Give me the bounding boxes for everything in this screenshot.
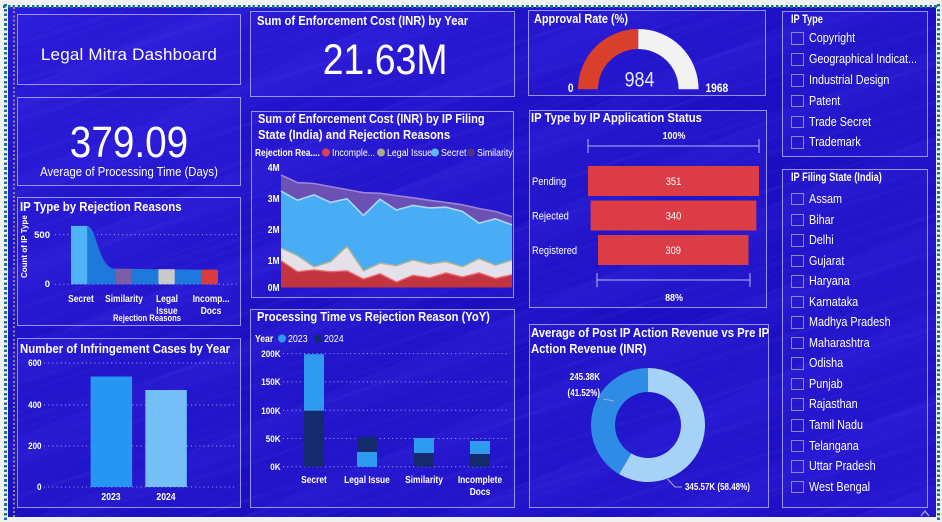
svg-text:Average of Post IP Action Reve: Average of Post IP Action Revenue vs Pre… xyxy=(531,325,769,340)
svg-text:200K: 200K xyxy=(261,348,281,359)
svg-text:Secret: Secret xyxy=(301,474,327,486)
svg-text:351: 351 xyxy=(666,176,682,188)
svg-text:2M: 2M xyxy=(268,224,280,235)
svg-text:1M: 1M xyxy=(268,255,280,266)
svg-text:0: 0 xyxy=(45,279,50,290)
svg-text:Registered: Registered xyxy=(532,245,577,257)
svg-text:600: 600 xyxy=(28,357,42,368)
svg-text:Legal: Legal xyxy=(156,293,178,305)
svg-text:Sum of Enforcement Cost (INR): Sum of Enforcement Cost (INR) by IP Fili… xyxy=(258,111,485,126)
svg-text:Rejection Rea....: Rejection Rea.... xyxy=(255,147,320,159)
svg-text:200: 200 xyxy=(28,440,42,451)
svg-text:Secret: Secret xyxy=(68,293,94,305)
svg-text:Incomple...: Incomple... xyxy=(332,147,375,159)
svg-text:State (India) and Rejection Re: State (India) and Rejection Reasons xyxy=(258,127,450,142)
svg-text:Issue: Issue xyxy=(156,305,177,317)
svg-text:500: 500 xyxy=(34,230,50,241)
svg-text:Incomplete: Incomplete xyxy=(458,474,502,486)
svg-text:88%: 88% xyxy=(665,292,683,304)
svg-text:Year: Year xyxy=(255,333,273,345)
svg-text:984: 984 xyxy=(625,68,655,92)
svg-text:2024: 2024 xyxy=(156,491,176,503)
svg-text:245.38K: 245.38K xyxy=(570,371,601,382)
svg-text:IP Type by Rejection Reasons: IP Type by Rejection Reasons xyxy=(20,199,182,214)
svg-text:0K: 0K xyxy=(270,461,281,472)
svg-text:Count of IP Type: Count of IP Type xyxy=(20,215,29,278)
svg-text:345.57K (58.48%): 345.57K (58.48%) xyxy=(685,481,750,492)
svg-text:Pending: Pending xyxy=(532,176,567,188)
svg-text:3M: 3M xyxy=(268,193,280,204)
svg-text:340: 340 xyxy=(666,211,682,223)
svg-text:4M: 4M xyxy=(268,162,280,173)
svg-text:1968: 1968 xyxy=(706,82,729,95)
svg-text:Docs: Docs xyxy=(470,486,491,498)
svg-text:Docs: Docs xyxy=(201,305,222,317)
svg-text:Incomp...: Incomp... xyxy=(193,293,230,305)
svg-text:Rejection Reasons: Rejection Reasons xyxy=(113,312,181,323)
svg-text:0: 0 xyxy=(37,481,42,492)
svg-text:Action Revenue (INR): Action Revenue (INR) xyxy=(531,341,647,356)
svg-text:50K: 50K xyxy=(266,433,281,444)
svg-text:Similarity: Similarity xyxy=(477,147,513,159)
svg-text:0M: 0M xyxy=(268,282,280,293)
svg-text:Number of Infringement Cases b: Number of Infringement Cases by Year xyxy=(20,341,230,356)
svg-text:100K: 100K xyxy=(261,405,281,416)
svg-text:2024: 2024 xyxy=(324,333,344,345)
svg-text:2023: 2023 xyxy=(101,491,120,503)
svg-text:2023: 2023 xyxy=(288,333,308,345)
svg-text:Similarity: Similarity xyxy=(105,293,143,305)
svg-text:100%: 100% xyxy=(663,130,686,142)
svg-text:Rejected: Rejected xyxy=(532,211,569,223)
svg-text:400: 400 xyxy=(28,399,42,410)
svg-text:IP Type by IP Application Stat: IP Type by IP Application Status xyxy=(531,110,702,125)
svg-text:150K: 150K xyxy=(261,376,281,387)
svg-text:Processing Time vs Rejection R: Processing Time vs Rejection Reason (YoY… xyxy=(257,309,490,324)
svg-text:Secret: Secret xyxy=(441,147,467,159)
svg-text:Similarity: Similarity xyxy=(405,474,443,486)
svg-text:Legal Issue: Legal Issue xyxy=(387,147,432,159)
svg-text:(41.52%): (41.52%) xyxy=(568,387,600,398)
svg-text:0: 0 xyxy=(568,82,574,95)
svg-text:Approval Rate (%): Approval Rate (%) xyxy=(534,11,628,26)
svg-text:Legal Issue: Legal Issue xyxy=(344,474,390,486)
svg-text:309: 309 xyxy=(665,245,681,257)
